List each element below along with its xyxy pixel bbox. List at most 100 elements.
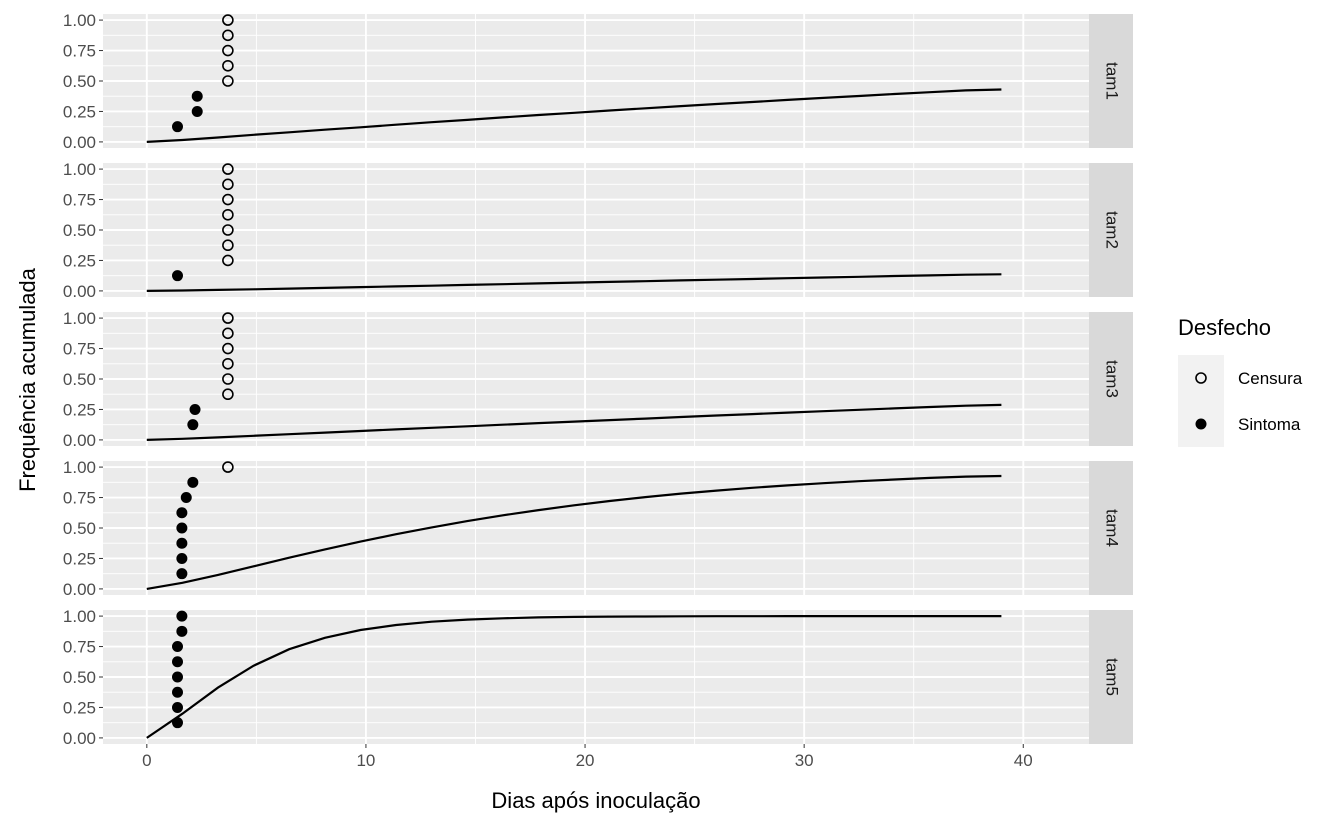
y-tick-label: 0.75	[63, 489, 96, 508]
y-tick-label: 1.00	[63, 309, 96, 328]
strip-label-tam1: tam1	[1103, 62, 1122, 100]
y-tick-label: 0.50	[63, 72, 96, 91]
y-tick-label: 0.25	[63, 251, 96, 270]
y-tick-label: 0.00	[63, 431, 96, 450]
point-sintoma	[180, 492, 192, 504]
panel-tam5: tam5 0.00 0.25 0.50 0.75 1.00	[63, 607, 1133, 748]
legend-key-censura-bg	[1178, 355, 1224, 401]
legend-key-censura-icon	[1195, 372, 1207, 384]
point-sintoma	[176, 568, 188, 580]
point-censura	[222, 342, 234, 355]
point-censura	[222, 254, 234, 267]
y-tick-label: 0.75	[63, 191, 96, 210]
y-tick-label: 0.00	[63, 580, 96, 599]
point-sintoma	[176, 610, 188, 622]
y-tick-label: 0.75	[63, 638, 96, 657]
panel-tam4: tam4 0.00 0.25 0.50 0.75 1.00	[63, 458, 1133, 599]
x-tick-label: 20	[576, 751, 595, 770]
x-tick-label: 40	[1014, 751, 1033, 770]
fitted-curve-tam3	[146, 403, 1002, 441]
point-censura	[222, 14, 234, 26]
y-tick-label: 0.25	[63, 549, 96, 568]
strip-background	[1089, 461, 1133, 595]
strip-label-tam4: tam4	[1103, 509, 1122, 547]
y-tick-label: 0.75	[63, 42, 96, 61]
point-sintoma	[171, 686, 183, 698]
y-tick-label: 1.00	[63, 458, 96, 477]
point-sintoma	[176, 537, 188, 549]
point-sintoma	[176, 552, 188, 564]
strip-background	[1089, 610, 1133, 744]
point-censura	[222, 461, 234, 473]
point-censura	[222, 388, 234, 401]
point-sintoma	[176, 522, 188, 534]
point-censura	[222, 59, 234, 72]
y-tick-label: 1.00	[63, 11, 96, 30]
strip-background	[1089, 14, 1133, 148]
x-axis-title: Dias após inoculação	[491, 788, 700, 813]
strip-label-tam5: tam5	[1103, 658, 1122, 696]
y-tick-label: 0.25	[63, 698, 96, 717]
x-axis: 0 10 20 30 40	[142, 744, 1033, 770]
point-sintoma	[171, 656, 183, 668]
y-tick-label: 0.25	[63, 102, 96, 121]
point-sintoma	[189, 403, 201, 415]
y-tick-label: 0.50	[63, 370, 96, 389]
legend-label-censura: Censura	[1238, 369, 1303, 388]
strip-background	[1089, 163, 1133, 297]
y-tick-label: 1.00	[63, 607, 96, 626]
y-tick-label: 0.00	[63, 282, 96, 301]
panel-tam3: tam3 0.00 0.25 0.50 0.75 1.00	[63, 309, 1133, 450]
y-tick-label: 0.50	[63, 221, 96, 240]
legend-key-sintoma-icon	[1195, 418, 1207, 430]
point-sintoma	[171, 270, 183, 282]
point-censura	[222, 163, 234, 175]
point-censura	[222, 239, 234, 252]
point-censura	[222, 208, 234, 221]
panel-tam1: tam1 0.00 0.25 0.50 0.75 1.00	[63, 11, 1133, 152]
point-sintoma	[171, 641, 183, 653]
point-censura	[222, 75, 234, 87]
y-tick-label: 0.75	[63, 340, 96, 359]
strip-label-tam2: tam2	[1103, 211, 1122, 249]
y-tick-label: 0.50	[63, 668, 96, 687]
fitted-curve-tam1	[146, 88, 1002, 143]
point-sintoma	[187, 419, 199, 431]
point-sintoma	[171, 717, 183, 729]
point-censura	[222, 178, 234, 191]
point-censura	[222, 357, 234, 370]
facet-panels: tam1 0.00 0.25 0.50 0.75 1.00 tam2 0.00 0.25 0.50…	[63, 11, 1133, 748]
y-tick-label: 0.50	[63, 519, 96, 538]
panel-tam2: tam2 0.00 0.25 0.50 0.75 1.00	[63, 160, 1133, 301]
point-sintoma	[171, 121, 183, 133]
point-censura	[222, 312, 234, 324]
point-censura	[222, 44, 234, 57]
point-sintoma	[176, 625, 188, 637]
fitted-curve-tam5	[146, 614, 1002, 739]
point-sintoma	[187, 476, 199, 488]
x-tick-label: 30	[795, 751, 814, 770]
point-sintoma	[171, 671, 183, 683]
fitted-curve-tam2	[146, 273, 1002, 292]
point-sintoma	[171, 701, 183, 713]
y-tick-label: 0.00	[63, 729, 96, 748]
point-censura	[222, 29, 234, 42]
legend-title: Desfecho	[1178, 315, 1271, 340]
point-sintoma	[191, 105, 203, 117]
x-tick-label: 0	[142, 751, 151, 770]
point-censura	[222, 373, 234, 385]
y-tick-label: 0.00	[63, 133, 96, 152]
y-axis-title: Frequência acumulada	[15, 267, 40, 492]
fitted-curve-tam4	[146, 474, 1002, 590]
y-tick-label: 0.25	[63, 400, 96, 419]
point-censura	[222, 193, 234, 206]
x-tick-label: 10	[356, 751, 375, 770]
point-sintoma	[176, 507, 188, 519]
point-sintoma	[191, 90, 203, 102]
point-censura	[222, 327, 234, 340]
point-censura	[222, 224, 234, 236]
y-tick-label: 1.00	[63, 160, 96, 179]
legend-label-sintoma: Sintoma	[1238, 415, 1301, 434]
legend: Desfecho Censura Sintoma	[1178, 315, 1303, 447]
